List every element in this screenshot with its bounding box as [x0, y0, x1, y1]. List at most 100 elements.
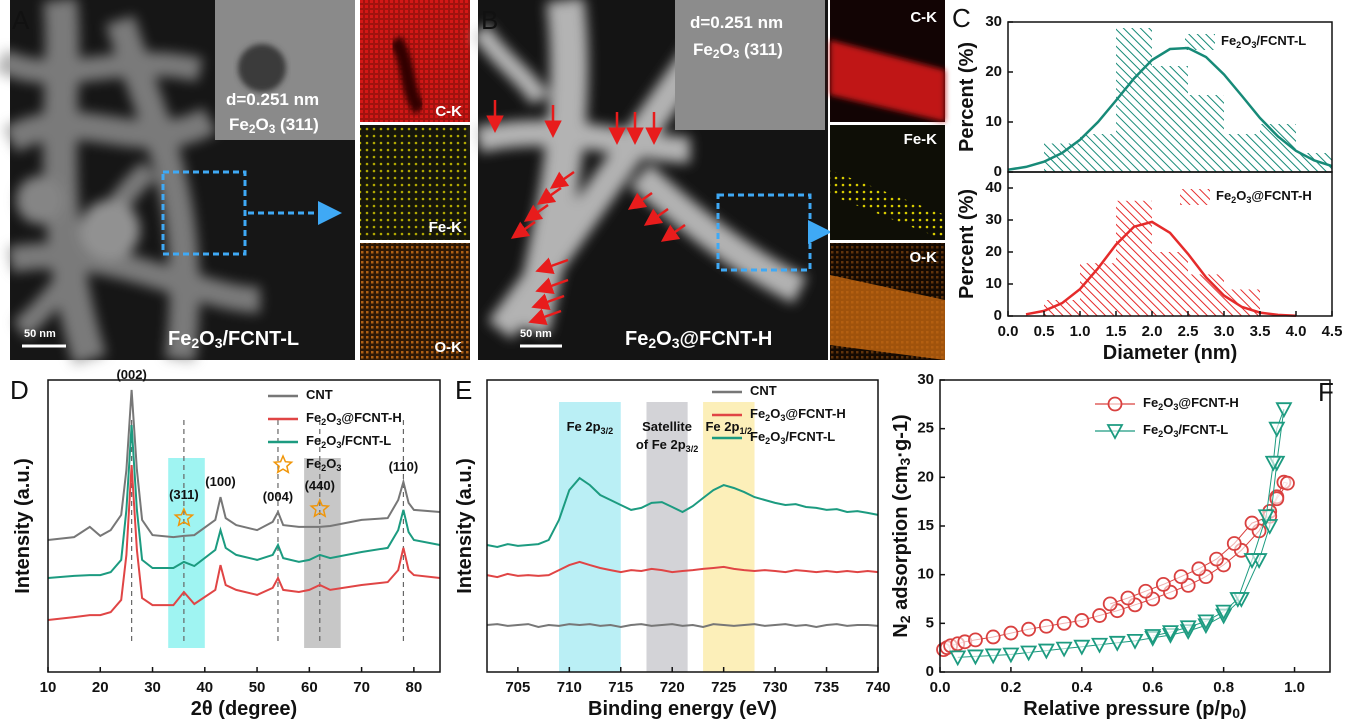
- y-tick-label: 40: [985, 179, 1002, 196]
- eds-maps-b: C-K Fe-K O-K: [830, 0, 945, 360]
- panel-letter: A: [12, 5, 30, 35]
- series-line: [48, 465, 440, 620]
- series-line: [958, 409, 1284, 657]
- y-tick-label: 30: [985, 211, 1002, 228]
- peak-label: (311): [169, 487, 199, 502]
- legend-label: CNT: [306, 387, 333, 402]
- legend-label: Fe2O3@FCNT-H: [750, 406, 846, 423]
- x-tick-label: 0.8: [1213, 679, 1234, 696]
- data-point: [1121, 592, 1134, 605]
- data-point: [1040, 620, 1053, 633]
- data-point: [1093, 609, 1106, 622]
- peak-label: (100): [205, 475, 235, 490]
- y-tick-label: 30: [917, 371, 934, 388]
- y-tick-label: 30: [985, 13, 1002, 30]
- x-tick-label: 710: [557, 679, 582, 696]
- x-tick-label: 735: [814, 679, 839, 696]
- y-axis-label: Intensity (a.u.): [454, 458, 476, 594]
- peak-label: (004): [263, 489, 293, 504]
- data-point: [969, 633, 982, 646]
- legend-label: Fe2O3/FCNT-L: [1143, 422, 1228, 439]
- data-point: [1075, 614, 1088, 627]
- legend-label: Fe2O3/FCNT-L: [1221, 33, 1306, 50]
- x-tick-label: 2.5: [1178, 323, 1199, 340]
- data-point: [1210, 553, 1223, 566]
- histogram-bar: [1152, 252, 1188, 316]
- x-tick-label: 50: [249, 679, 266, 696]
- x-tick-label: 70: [353, 679, 370, 696]
- x-tick-label: 1.5: [1106, 323, 1127, 340]
- data-point: [987, 630, 1000, 643]
- histogram-bar: [1080, 134, 1116, 172]
- peak-label: (440): [305, 478, 335, 493]
- x-tick-label: 0.0: [998, 323, 1019, 340]
- data-point: [1139, 585, 1152, 598]
- map-label: Fe-K: [429, 219, 463, 236]
- scale-label: 50 nm: [520, 328, 552, 340]
- x-axis-label: Relative pressure (p/p0): [1023, 698, 1246, 720]
- data-point: [1175, 570, 1188, 583]
- x-tick-label: 0.5: [1034, 323, 1055, 340]
- micrograph-a: d=0.251 nm Fe2O3 (311) 50 nm Fe2O3/FCNT-…: [0, 0, 355, 360]
- legend-swatch: [1180, 189, 1210, 205]
- x-tick-label: 720: [660, 679, 685, 696]
- x-tick-label: 3.0: [1214, 323, 1235, 340]
- data-point: [1109, 398, 1122, 411]
- y-axis-label: Percent (%): [956, 42, 978, 152]
- y-tick-label: 20: [985, 63, 1002, 80]
- data-point: [1277, 403, 1291, 416]
- panel-letter: E: [455, 375, 472, 405]
- highlight-band: [559, 402, 621, 672]
- y-tick-label: 10: [985, 113, 1002, 130]
- legend-star: [274, 456, 291, 472]
- y-axis-label: Intensity (a.u.): [12, 458, 34, 594]
- x-tick-label: 60: [301, 679, 318, 696]
- panel-letter: C: [952, 3, 971, 33]
- highlight-band: [703, 402, 754, 672]
- x-tick-label: 715: [608, 679, 633, 696]
- y-tick-label: 25: [917, 420, 934, 437]
- lattice-spacing: d=0.251 nm: [226, 90, 319, 109]
- data-point: [1104, 597, 1117, 610]
- data-point: [951, 651, 965, 664]
- x-tick-label: 725: [711, 679, 736, 696]
- x-tick-label: 2.0: [1142, 323, 1163, 340]
- histogram-bar: [1224, 134, 1260, 172]
- lattice-spacing: d=0.251 nm: [690, 13, 783, 32]
- particle: [238, 44, 286, 92]
- map-label: O-K: [910, 249, 938, 266]
- histogram-bar: [1080, 263, 1116, 316]
- data-point: [1022, 623, 1035, 636]
- x-axis-label: Binding energy (eV): [588, 698, 777, 720]
- x-axis-label: 2θ (degree): [191, 698, 297, 720]
- legend-swatch: [1185, 34, 1215, 50]
- x-tick-label: 1.0: [1284, 679, 1305, 696]
- y-tick-label: 0: [994, 307, 1002, 324]
- data-point: [1192, 562, 1205, 575]
- legend-label: Fe2O3@FCNT-H: [1216, 188, 1312, 205]
- histogram-bar: [1188, 95, 1224, 172]
- x-tick-label: 80: [406, 679, 423, 696]
- data-point: [1246, 517, 1259, 530]
- data-point: [1157, 578, 1170, 591]
- x-tick-label: 730: [763, 679, 788, 696]
- x-tick-label: 1.0: [1070, 323, 1091, 340]
- histogram-bar: [1116, 201, 1152, 316]
- x-tick-label: 705: [505, 679, 530, 696]
- panel-letter: F: [1318, 377, 1334, 407]
- histogram-bar: [1188, 274, 1224, 316]
- sample-label: Fe2O3@FCNT-H: [625, 328, 772, 350]
- eds-maps-a: C-K Fe-K O-K: [360, 0, 470, 360]
- map-label: C-K: [910, 9, 937, 26]
- y-tick-label: 15: [917, 517, 934, 534]
- x-tick-label: 4.5: [1322, 323, 1343, 340]
- legend-label: Fe2O3@FCNT-H: [306, 410, 402, 427]
- panel-letter: B: [481, 5, 498, 35]
- legend-label: CNT: [750, 383, 777, 398]
- histogram-bar: [1116, 28, 1152, 172]
- x-tick-label: 0.2: [1000, 679, 1021, 696]
- x-tick-label: 0.0: [930, 679, 951, 696]
- scale-label: 50 nm: [24, 328, 56, 340]
- legend-label: Fe2O3/FCNT-L: [750, 429, 835, 446]
- peak-label: (110): [389, 459, 419, 474]
